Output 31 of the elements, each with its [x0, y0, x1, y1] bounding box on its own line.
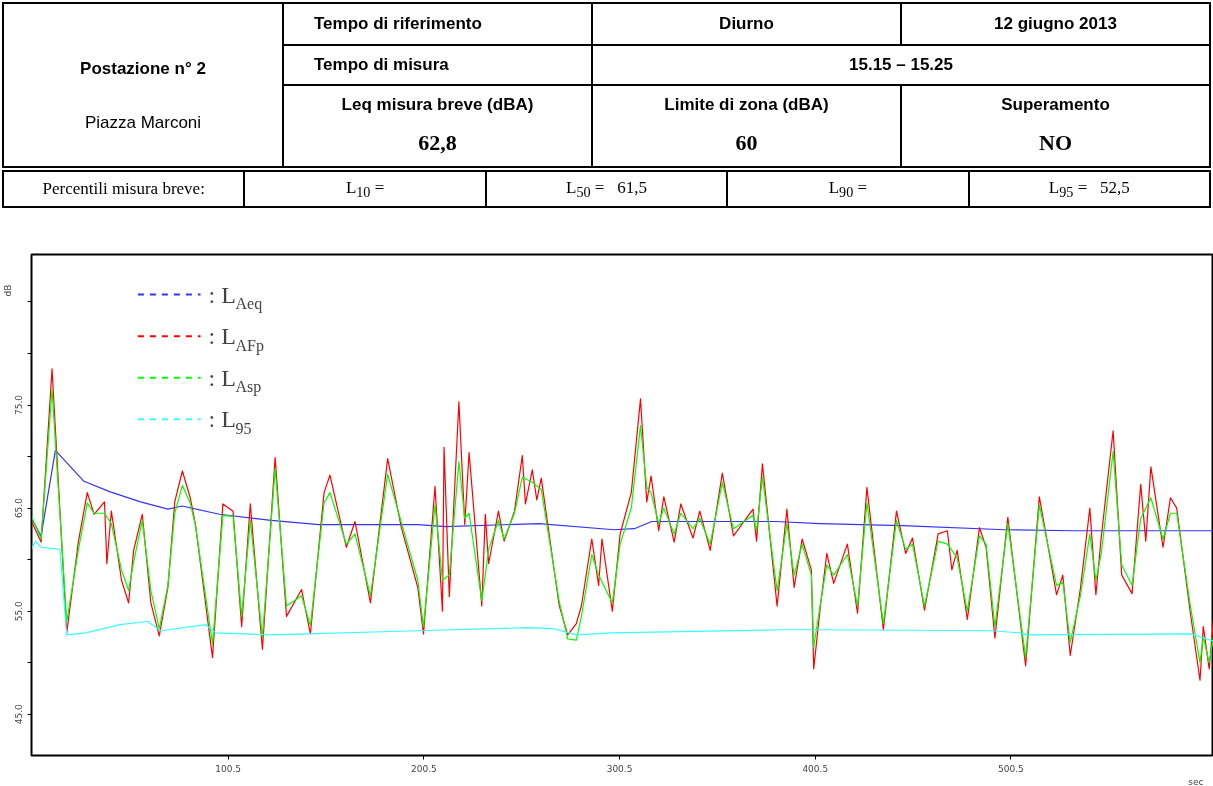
text: Limite di zona (dBA): [663, 94, 830, 117]
text: Leq misura breve (dBA): [340, 94, 535, 117]
text: L$_{10}$ =: [244, 171, 486, 207]
text: Piazza Marconi: [83, 112, 203, 135]
text: 60: [734, 129, 759, 158]
y-tick-label: 65.0: [14, 497, 25, 519]
text: NO: [1038, 129, 1073, 158]
text: L$_{50}$ = 61,5: [485, 171, 728, 207]
text: L$_{90}$ =: [727, 171, 969, 207]
x-axis-title: sec: [1188, 776, 1204, 786]
text: Tempo di riferimento: [283, 3, 592, 45]
x-tick-label: 200.5: [410, 763, 437, 774]
text: 62,8: [417, 129, 458, 158]
x-tick-label: 500.5: [998, 763, 1024, 774]
text: L$_{95}$ = 52,5: [968, 171, 1210, 207]
text: Percentili misura breve:: [3, 171, 245, 207]
text: Diurno: [592, 3, 901, 45]
text: Tempo di misura: [283, 45, 592, 85]
y-tick-label: 55.0: [14, 600, 25, 622]
line-series: [31, 540, 1213, 642]
x-tick-label: 400.5: [802, 763, 829, 774]
y-tick-label: 45.0: [14, 703, 25, 725]
line-series: [31, 449, 1213, 537]
x-tick-label: 100.5: [215, 763, 242, 774]
text: 15.15 – 15.25: [592, 45, 1210, 85]
y-tick-label: 75.0: [14, 394, 25, 416]
text: 12 giugno 2013: [901, 3, 1210, 45]
y-axis-title: dB: [2, 284, 13, 297]
text: Superamento: [1000, 94, 1111, 117]
text: Postazione n° 2: [79, 58, 207, 80]
x-tick-label: 300.5: [606, 763, 633, 774]
